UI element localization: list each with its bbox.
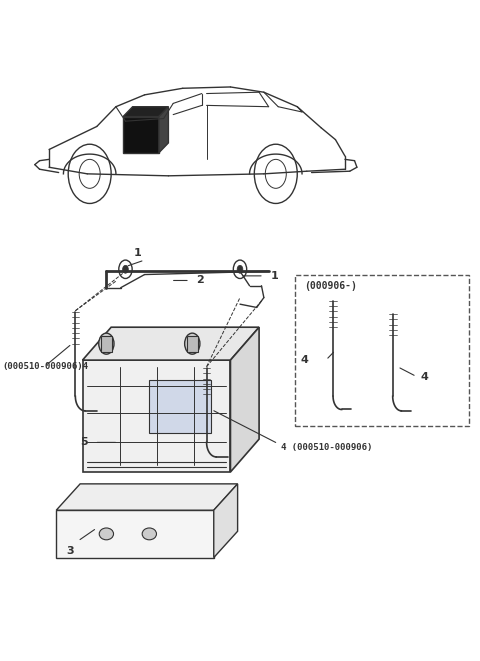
FancyBboxPatch shape (101, 336, 112, 352)
Text: 1: 1 (271, 271, 279, 281)
Circle shape (99, 333, 114, 354)
Polygon shape (123, 106, 168, 116)
Ellipse shape (99, 528, 114, 540)
Text: 3: 3 (67, 547, 74, 557)
Polygon shape (214, 484, 238, 558)
Text: (000510-000906)4: (000510-000906)4 (2, 362, 88, 371)
Polygon shape (56, 484, 238, 510)
Text: 1: 1 (133, 248, 141, 258)
Circle shape (122, 265, 128, 273)
Polygon shape (83, 327, 259, 360)
Text: 4 (000510-000906): 4 (000510-000906) (281, 443, 372, 452)
Text: (000906-): (000906-) (304, 281, 357, 291)
FancyBboxPatch shape (83, 360, 230, 472)
Ellipse shape (142, 528, 156, 540)
Text: 2: 2 (196, 276, 204, 286)
FancyBboxPatch shape (187, 336, 198, 352)
Polygon shape (230, 327, 259, 472)
FancyBboxPatch shape (123, 116, 159, 153)
Circle shape (185, 333, 200, 354)
FancyBboxPatch shape (56, 510, 214, 558)
Circle shape (237, 265, 243, 273)
FancyBboxPatch shape (149, 380, 211, 432)
Text: 4: 4 (300, 355, 308, 365)
Text: 4: 4 (420, 371, 428, 381)
Polygon shape (159, 106, 168, 153)
Text: 5: 5 (81, 438, 88, 447)
